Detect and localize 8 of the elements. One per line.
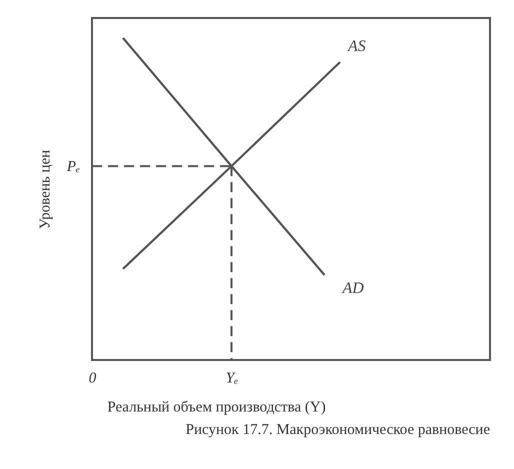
series-label: AD bbox=[342, 280, 364, 297]
x-tick-label: 0 bbox=[88, 370, 97, 386]
text: Рисунок 17.7. Макроэкономическое равновесие bbox=[186, 422, 490, 438]
x-tick-label: Yₑ bbox=[226, 370, 238, 386]
y-axis-title: Уровень цен bbox=[38, 150, 54, 230]
ref-line-label: Pₑ bbox=[66, 159, 80, 176]
x-axis-title: Реальный объем производства (Y) bbox=[107, 400, 326, 416]
series-label: AS bbox=[347, 38, 366, 56]
